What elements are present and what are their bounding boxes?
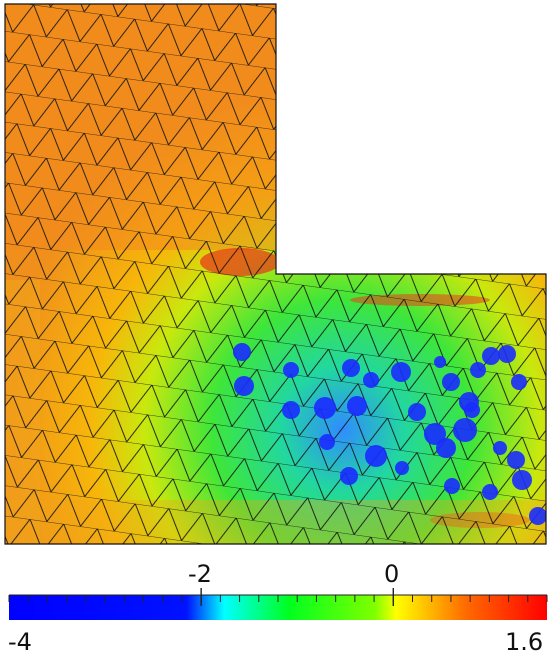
low-value-spot [482, 347, 500, 365]
low-value-spot [493, 441, 507, 455]
low-value-spot [507, 451, 525, 469]
low-value-spot [233, 343, 251, 361]
colorbar-tick-label: -2 [188, 560, 212, 588]
colorbar [8, 588, 548, 620]
low-value-spot [342, 359, 360, 377]
low-value-spot [391, 362, 411, 382]
low-value-spot [442, 373, 460, 391]
low-value-spots [233, 343, 546, 525]
low-value-spot [408, 403, 426, 421]
domain-outline [4, 3, 547, 545]
low-value-spot [470, 362, 486, 378]
low-value-spot [283, 362, 299, 378]
low-value-spot [482, 484, 498, 500]
low-value-spot [282, 401, 300, 419]
colorbar-min-label: -4 [8, 628, 32, 656]
colorbar-max-label: 1.6 [505, 628, 544, 656]
low-value-spot [424, 423, 446, 445]
low-value-spot [529, 507, 546, 525]
low-value-spot [511, 374, 527, 390]
low-value-spot [434, 356, 446, 368]
low-value-spot [340, 467, 358, 485]
low-value-spot [347, 396, 367, 416]
colorbar-ticks [8, 588, 548, 606]
colorbar-tick-label: 0 [384, 560, 400, 588]
low-value-spot [234, 376, 254, 396]
low-value-spot [319, 434, 335, 450]
low-value-spot [453, 418, 477, 442]
low-value-spot [464, 402, 480, 418]
low-value-spot [444, 478, 460, 494]
low-value-spot [365, 445, 387, 467]
low-value-spot [498, 345, 516, 363]
low-value-spot [395, 461, 409, 475]
low-value-spot [314, 397, 336, 419]
low-value-spot [512, 470, 532, 490]
low-value-spot [436, 438, 456, 458]
low-value-spot [363, 372, 379, 388]
